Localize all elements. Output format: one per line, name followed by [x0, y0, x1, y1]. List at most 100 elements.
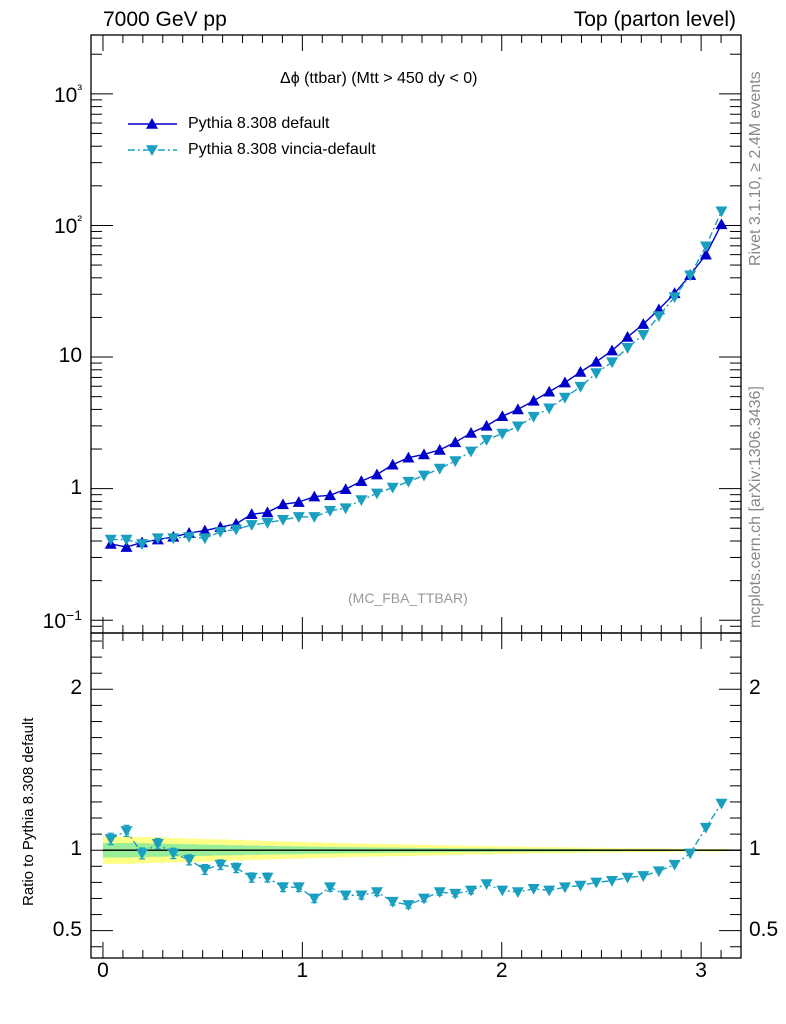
series-0-point-9 [245, 508, 258, 519]
series-0-point-24 [480, 419, 493, 431]
series-1-point-39 [715, 206, 728, 218]
series-0-point-15 [339, 483, 352, 495]
x-tick-label-2: 2 [495, 958, 508, 982]
series-0-point-32 [605, 344, 618, 356]
series-1-point-17 [370, 488, 383, 500]
ratio-uncertainty-band [102, 836, 741, 864]
ratio-y-tick-label-left-2: 2 [70, 676, 82, 700]
series-1-point-27 [527, 411, 540, 423]
series-0-point-6 [198, 524, 211, 536]
series-0-point-22 [449, 436, 462, 448]
series-1-point-19 [402, 476, 415, 488]
series-0-point-13 [308, 490, 321, 502]
series-0-point-39 [715, 218, 728, 230]
ratio-point-22 [449, 888, 462, 900]
series-1-point-26 [511, 421, 524, 433]
series-0-point-25 [496, 410, 509, 422]
series-1-point-18 [386, 482, 399, 494]
series-line-0 [110, 223, 723, 548]
series-1-point-3 [151, 533, 164, 545]
series-1-point-1 [120, 534, 133, 546]
series-1-point-13 [308, 512, 321, 523]
ratio-point-38 [699, 822, 712, 834]
x-tick-label-0: 0 [97, 958, 109, 982]
legend-entry-label-1: Pythia 8.308 vincia-default [188, 141, 376, 158]
series-0-point-10 [261, 506, 274, 518]
ratio-point-5 [183, 855, 196, 866]
plot-frames [90, 34, 742, 959]
ratio-point-10 [261, 872, 274, 884]
ratio-point-4 [167, 848, 180, 860]
ratio-point-35 [652, 866, 665, 878]
ratio-axis-label: Ratio to Pythia 8.308 default [20, 717, 37, 906]
main-y-tick-label-0: 10−1 [42, 607, 82, 634]
ratio-point-2 [136, 848, 149, 860]
ratio-point-6 [198, 864, 211, 876]
series-0-point-38 [699, 248, 712, 260]
series-1-point-29 [558, 392, 571, 404]
ratio-point-8 [230, 863, 243, 874]
ratio-point-15 [339, 890, 352, 902]
series-1-point-11 [277, 514, 290, 526]
series-0-point-33 [621, 331, 634, 342]
series-1-point-23 [465, 446, 478, 458]
ratio-y-tick-label-right-1: 1 [749, 837, 761, 861]
ratio-point-28 [543, 885, 556, 897]
header-right-label: Top (parton level) [573, 8, 736, 31]
header-left-label: 7000 GeV pp [103, 8, 227, 31]
series-1-point-15 [339, 503, 352, 515]
ratio-point-16 [355, 890, 368, 902]
series-0-point-34 [637, 318, 650, 329]
series-0-point-27 [527, 394, 540, 406]
series-0-point-11 [277, 498, 290, 510]
ratio-point-23 [465, 885, 478, 897]
ratio-point-9 [245, 872, 258, 884]
ratio-point-19 [402, 900, 415, 911]
ratio-point-18 [386, 896, 399, 908]
ratio-panel-frame [90, 632, 742, 959]
series-1-point-4 [167, 533, 180, 545]
ratio-point-37 [684, 848, 697, 860]
main-y-tick-label-3: 10² [53, 212, 82, 239]
ratio-point-11 [277, 882, 290, 894]
series-0-point-17 [370, 468, 383, 480]
series-1-point-0 [104, 534, 117, 546]
ratio-point-13 [308, 893, 321, 905]
series-1-point-32 [605, 357, 618, 369]
series-0-point-12 [292, 496, 305, 507]
series-line-1 [110, 211, 723, 545]
legend-marker-0 [146, 118, 158, 129]
ratio-point-29 [558, 882, 571, 894]
series-0-point-31 [590, 355, 603, 367]
main-y-tick-label-2: 10 [58, 344, 82, 368]
ratio-point-12 [292, 882, 305, 894]
series-0-point-30 [574, 365, 587, 377]
series-1-point-6 [198, 533, 211, 545]
ratio-y-tick-label-right-2: 2 [749, 676, 761, 700]
series-1-point-9 [245, 520, 258, 531]
axis-ticks [91, 35, 742, 958]
legend-entry-label-0: Pythia 8.308 default [188, 115, 330, 132]
mcplots-source-label: mcplots.cern.ch [arXiv:1306.3436] [747, 386, 764, 628]
main-panel-series [104, 206, 728, 552]
ratio-point-1 [120, 826, 133, 837]
series-0-point-1 [120, 541, 133, 552]
ratio-point-30 [574, 880, 587, 892]
ratio-point-21 [433, 887, 446, 899]
x-tick-label-3: 3 [695, 958, 707, 982]
main-y-tick-label-1: 1 [70, 475, 82, 499]
series-0-point-23 [465, 426, 478, 438]
series-1-point-5 [183, 532, 196, 543]
ratio-point-25 [496, 885, 509, 897]
series-1-point-22 [449, 456, 462, 468]
ratio-y-tick-label-left-1: 1 [70, 837, 82, 861]
main-y-tick-label-4: 10³ [53, 80, 82, 107]
ratio-line [110, 803, 723, 906]
chart-watermark: (MC_FBA_TTBAR) [348, 590, 468, 606]
ratio-point-17 [370, 887, 383, 899]
ratio-point-33 [621, 872, 634, 884]
series-1-point-21 [433, 463, 446, 475]
series-1-point-2 [136, 539, 149, 550]
series-0-point-20 [417, 448, 430, 460]
